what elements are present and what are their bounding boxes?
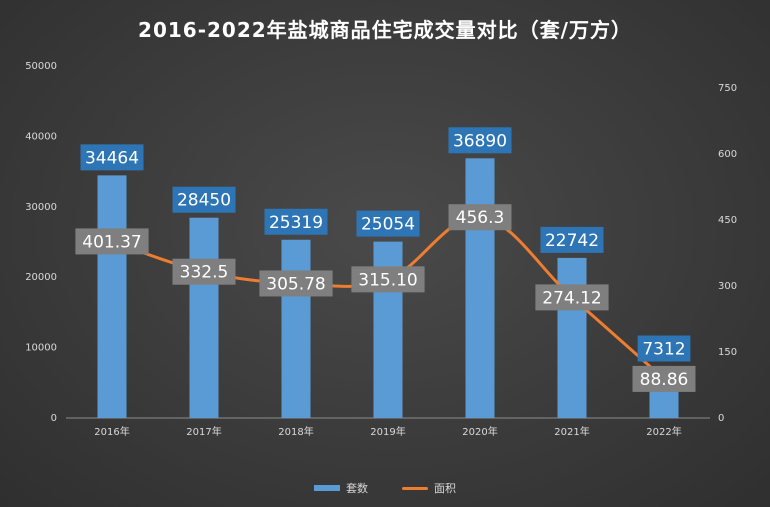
line-data-label-box: [448, 204, 512, 231]
y-tick-right: 0: [718, 413, 724, 424]
bar: [189, 217, 219, 418]
line-data-label: 274.12: [542, 288, 601, 308]
bar: [557, 257, 587, 418]
x-tick-label: 2019年: [370, 425, 405, 438]
legend-line-swatch: [402, 486, 428, 490]
y-tick-right: 300: [718, 281, 737, 292]
line-data-label-box: [632, 365, 696, 392]
legend-label-line: 面积: [434, 482, 456, 495]
y-tick-left: 30000: [25, 202, 57, 213]
bar-data-label: 7312: [642, 340, 685, 360]
y-tick-left: 40000: [25, 131, 57, 142]
bar: [281, 239, 311, 418]
legend-bar-swatch: [314, 485, 340, 491]
line-data-label-box: [259, 270, 333, 297]
bar-data-label-box: [356, 210, 420, 237]
y-tick-left: 0: [51, 413, 57, 424]
bar-data-label-box: [172, 186, 236, 213]
line-data-label-box: [172, 258, 236, 285]
legend-item-bar: 套数: [314, 480, 368, 496]
bar-data-label: 28450: [177, 191, 231, 211]
bar-data-label-box: [540, 226, 604, 253]
x-tick-label: 2022年: [646, 425, 681, 438]
x-tick-label: 2018年: [278, 425, 313, 438]
line-data-label: 88.86: [640, 370, 689, 390]
x-tick-label: 2016年: [94, 425, 129, 438]
bar: [465, 158, 495, 418]
line-data-label-box: [351, 266, 425, 293]
line-data-label: 315.10: [358, 270, 417, 290]
line-data-label-box: [535, 284, 609, 311]
bar-data-label-box: [80, 144, 144, 171]
line-data-label: 305.78: [266, 274, 325, 294]
bar-data-label: 25319: [269, 213, 323, 233]
bar-data-label-box: [448, 127, 512, 154]
bar-data-label: 34464: [85, 148, 139, 168]
x-tick-label: 2017年: [186, 425, 221, 438]
y-tick-left: 50000: [25, 61, 57, 72]
y-tick-right: 150: [718, 347, 737, 358]
line-data-label: 401.37: [82, 232, 141, 252]
bar-data-label-box: [264, 208, 328, 235]
y-tick-right: 750: [718, 83, 737, 94]
line-data-label: 332.5: [180, 263, 229, 283]
bar-data-label-box: [637, 335, 691, 362]
x-tick-label: 2020年: [462, 425, 497, 438]
bar-data-label: 25054: [361, 215, 415, 235]
bar-data-label: 36890: [453, 131, 507, 151]
y-tick-left: 10000: [25, 343, 57, 354]
y-tick-right: 600: [718, 149, 737, 160]
legend: 套数 面积: [0, 480, 770, 496]
x-tick-label: 2021年: [554, 425, 589, 438]
y-tick-left: 20000: [25, 272, 57, 283]
chart-title: 2016-2022年盐城商品住宅成交量对比（套/万方）: [138, 18, 632, 42]
legend-label-bar: 套数: [346, 482, 368, 495]
bar-data-label: 22742: [545, 231, 599, 251]
bar: [97, 175, 127, 418]
y-tick-right: 450: [718, 215, 737, 226]
legend-item-line: 面积: [402, 480, 456, 496]
line-data-label-box: [75, 228, 149, 255]
line-data-label: 456.3: [456, 208, 505, 228]
